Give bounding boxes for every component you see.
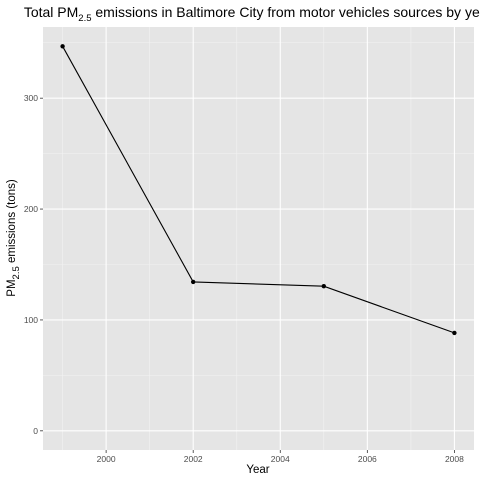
x-tick-label: 2006: [358, 454, 377, 464]
y-tick-label: 300: [24, 93, 38, 103]
series-emissions: [60, 44, 457, 336]
chart-title: Total PM2.5 emissions in Baltimore City …: [24, 4, 480, 24]
x-tick-label: 2000: [97, 454, 116, 464]
y-tick-label: 100: [24, 315, 38, 325]
data-point: [190, 279, 196, 285]
data-point: [60, 44, 65, 49]
minor-gridlines: [43, 27, 474, 450]
data-point: [321, 284, 327, 289]
y-axis-title: PM2.5 emissions (tons): [6, 179, 22, 297]
y-tick-label: 0: [33, 426, 38, 436]
y-tick-label: 200: [24, 204, 38, 214]
axis-tick-labels: 2000 2002 2004 2006 2008 0 100 200 300: [24, 93, 464, 464]
data-point: [452, 330, 457, 336]
plot-panel: [43, 27, 474, 450]
x-axis-title: Year: [246, 464, 269, 476]
axis-ticks: [40, 97, 455, 453]
x-tick-label: 2002: [184, 454, 203, 464]
major-gridlines: [43, 27, 474, 450]
x-tick-label: 2008: [445, 454, 464, 464]
series-line: [62, 46, 455, 334]
x-tick-label: 2004: [271, 454, 290, 464]
